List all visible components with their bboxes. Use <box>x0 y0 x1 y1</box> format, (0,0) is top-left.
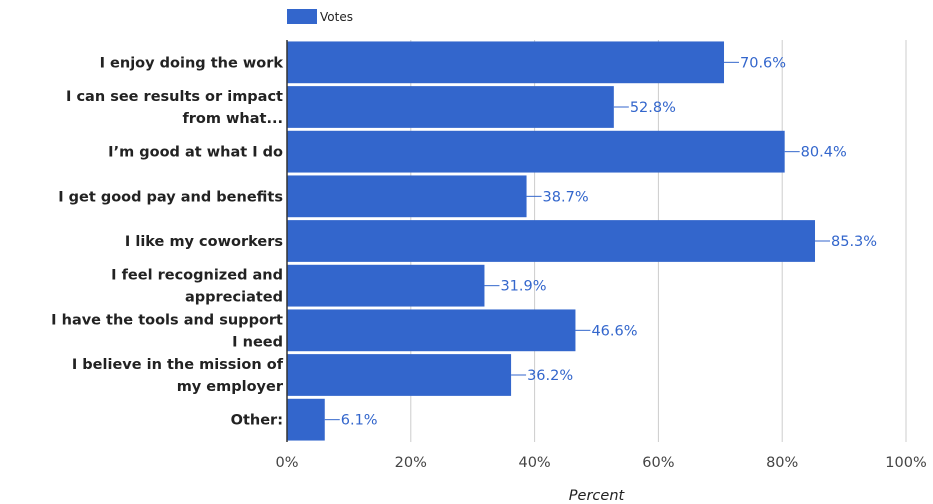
data-label: 6.1% <box>341 413 378 429</box>
category-label: I need <box>232 334 283 350</box>
x-tick-label: 80% <box>766 455 798 471</box>
legend-swatch <box>287 9 317 24</box>
data-label: 52.8% <box>630 100 676 116</box>
data-label: 36.2% <box>527 368 573 384</box>
bar <box>287 86 614 128</box>
category-label: appreciated <box>185 290 283 306</box>
category-label: I feel recognized and <box>111 268 283 284</box>
category-label: I get good pay and benefits <box>58 189 283 205</box>
x-axis-title: Percent <box>569 488 626 504</box>
x-tick-label: 20% <box>395 455 427 471</box>
bar <box>287 41 725 84</box>
bar <box>287 398 325 441</box>
category-label: I believe in the mission of <box>72 357 284 373</box>
data-label: 80.4% <box>801 145 847 161</box>
data-label: 46.6% <box>591 323 637 339</box>
x-tick-label: 100% <box>885 455 926 471</box>
category-label: I can see results or impact <box>66 89 283 105</box>
category-label: I’m good at what I do <box>108 145 283 161</box>
x-tick-label: 0% <box>275 455 298 471</box>
data-label: 85.3% <box>831 234 877 250</box>
x-tick-label: 40% <box>518 455 550 471</box>
bar <box>287 309 576 352</box>
category-label: my employer <box>177 379 284 395</box>
category-label: from what... <box>182 111 283 127</box>
category-label: Other: <box>231 413 283 429</box>
category-label: I like my coworkers <box>125 234 283 250</box>
chart-legend: Votes <box>287 9 353 24</box>
bar <box>287 354 512 396</box>
data-label: 38.7% <box>543 189 589 205</box>
data-label: 31.9% <box>500 279 546 295</box>
x-tick-label: 60% <box>642 455 674 471</box>
bar <box>287 130 785 173</box>
category-label: I enjoy doing the work <box>100 55 284 71</box>
bar <box>287 175 527 218</box>
data-label: 70.6% <box>740 55 786 71</box>
bar <box>287 264 485 307</box>
category-label: I have the tools and support <box>51 312 283 328</box>
legend-label: Votes <box>320 9 353 24</box>
bar <box>287 220 816 262</box>
